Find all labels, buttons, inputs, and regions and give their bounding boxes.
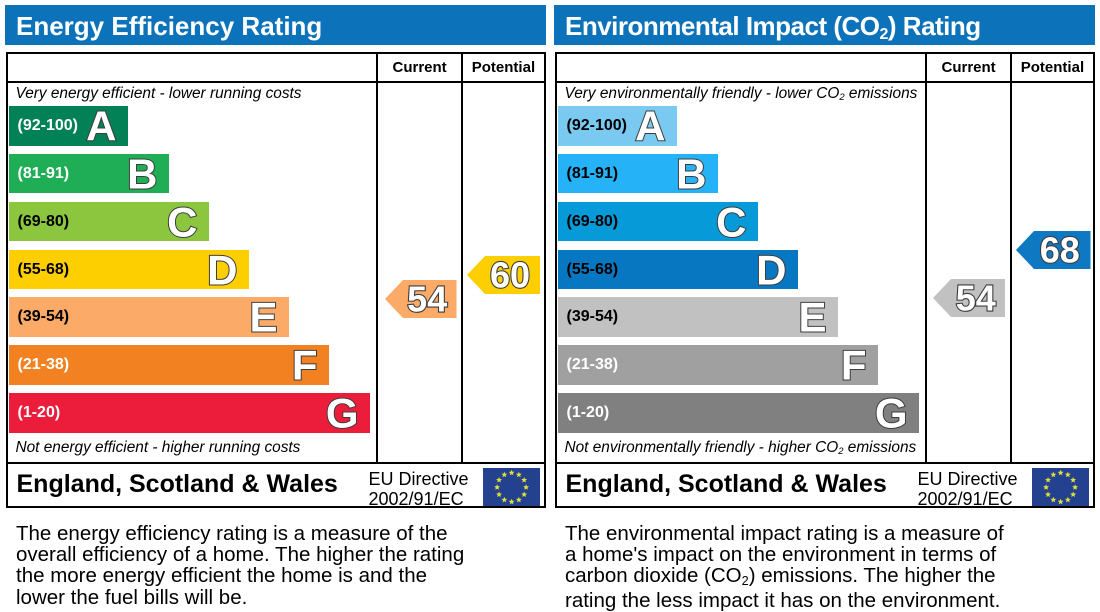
svg-text:F: F <box>841 345 867 385</box>
svg-text:E: E <box>798 297 826 337</box>
svg-text:54: 54 <box>955 279 995 317</box>
svg-text:60: 60 <box>490 256 530 294</box>
svg-text:C: C <box>167 202 197 242</box>
svg-text:A: A <box>86 106 116 146</box>
svg-text:C: C <box>716 202 746 242</box>
svg-text:D: D <box>207 250 237 290</box>
svg-text:D: D <box>756 250 786 290</box>
svg-text:54: 54 <box>407 280 447 318</box>
svg-text:F: F <box>292 345 318 385</box>
svg-text:A: A <box>635 106 665 146</box>
svg-text:B: B <box>127 154 157 194</box>
svg-text:E: E <box>249 297 277 337</box>
svg-text:G: G <box>326 393 359 433</box>
svg-text:68: 68 <box>1040 231 1080 269</box>
svg-text:G: G <box>875 393 908 433</box>
svg-text:B: B <box>676 154 706 194</box>
